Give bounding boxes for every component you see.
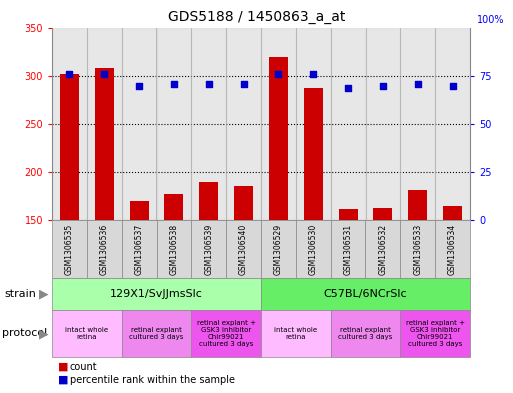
Text: GSM1306537: GSM1306537 xyxy=(134,223,144,275)
Bar xyxy=(52,28,87,220)
Text: GSM1306529: GSM1306529 xyxy=(274,224,283,275)
Point xyxy=(135,83,143,89)
Bar xyxy=(261,28,296,220)
Text: GSM1306538: GSM1306538 xyxy=(169,224,179,275)
Text: retinal explant +
GSK3 inhibitor
Chir99021
cultured 3 days: retinal explant + GSK3 inhibitor Chir990… xyxy=(196,320,255,347)
Text: C57BL/6NCrSlc: C57BL/6NCrSlc xyxy=(324,289,407,299)
Bar xyxy=(408,190,427,220)
Text: retinal explant +
GSK3 inhibitor
Chir99021
cultured 3 days: retinal explant + GSK3 inhibitor Chir990… xyxy=(406,320,465,347)
Text: GSM1306540: GSM1306540 xyxy=(239,223,248,275)
Point xyxy=(413,81,422,87)
Text: retinal explant
cultured 3 days: retinal explant cultured 3 days xyxy=(129,327,184,340)
Text: strain: strain xyxy=(4,289,36,299)
Bar xyxy=(400,28,435,220)
Point xyxy=(448,83,457,89)
Bar xyxy=(199,182,219,220)
Text: GSM1306530: GSM1306530 xyxy=(309,223,318,275)
Point xyxy=(379,83,387,89)
Text: ■: ■ xyxy=(58,375,69,385)
Text: ▶: ▶ xyxy=(39,288,49,301)
Text: intact whole
retina: intact whole retina xyxy=(65,327,108,340)
Bar xyxy=(331,28,365,220)
Bar xyxy=(339,209,358,220)
Text: GDS5188 / 1450863_a_at: GDS5188 / 1450863_a_at xyxy=(168,10,345,24)
Bar xyxy=(226,28,261,220)
Text: GSM1306531: GSM1306531 xyxy=(344,224,352,275)
Bar xyxy=(373,208,392,220)
Bar xyxy=(129,201,149,220)
Text: GSM1306539: GSM1306539 xyxy=(204,223,213,275)
Point xyxy=(240,81,248,87)
Point xyxy=(100,71,108,77)
Bar xyxy=(304,88,323,220)
Point xyxy=(344,84,352,91)
Text: 100%: 100% xyxy=(477,15,504,25)
Text: GSM1306535: GSM1306535 xyxy=(65,223,74,275)
Text: ■: ■ xyxy=(58,362,69,372)
Bar xyxy=(60,74,79,220)
Bar xyxy=(122,28,156,220)
Text: GSM1306532: GSM1306532 xyxy=(379,224,387,275)
Bar xyxy=(234,186,253,220)
Text: 129X1/SvJJmsSlc: 129X1/SvJJmsSlc xyxy=(110,289,203,299)
Bar xyxy=(435,28,470,220)
Text: count: count xyxy=(70,362,97,372)
Text: GSM1306536: GSM1306536 xyxy=(100,223,109,275)
Point xyxy=(205,81,213,87)
Bar xyxy=(296,28,331,220)
Bar xyxy=(443,206,462,220)
Bar xyxy=(269,57,288,220)
Point xyxy=(65,71,73,77)
Bar xyxy=(87,28,122,220)
Text: percentile rank within the sample: percentile rank within the sample xyxy=(70,375,235,385)
Text: retinal explant
cultured 3 days: retinal explant cultured 3 days xyxy=(338,327,392,340)
Point xyxy=(274,71,283,77)
Text: GSM1306533: GSM1306533 xyxy=(413,223,422,275)
Bar xyxy=(164,194,184,220)
Bar xyxy=(365,28,400,220)
Text: GSM1306534: GSM1306534 xyxy=(448,223,457,275)
Text: ▶: ▶ xyxy=(39,327,49,340)
Text: protocol: protocol xyxy=(2,329,47,338)
Bar xyxy=(191,28,226,220)
Point xyxy=(170,81,178,87)
Bar xyxy=(156,28,191,220)
Point xyxy=(309,71,318,77)
Text: intact whole
retina: intact whole retina xyxy=(274,327,318,340)
Bar xyxy=(95,68,114,220)
